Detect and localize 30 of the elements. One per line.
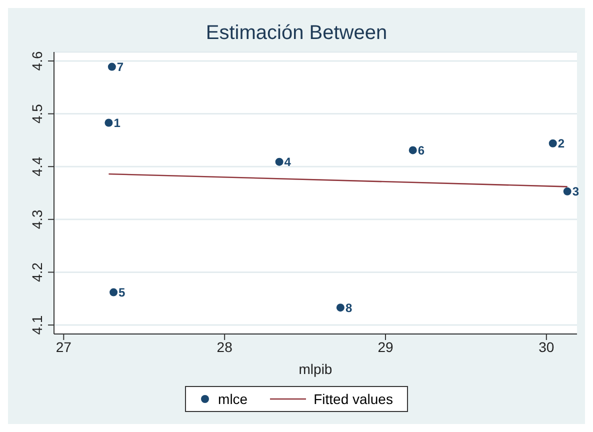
y-tick-label: 4.4 [29, 156, 45, 176]
x-tick-label: 30 [538, 338, 554, 355]
y-tick-label: 4.2 [29, 262, 45, 282]
annotation: 1 [114, 116, 121, 130]
annotation: 5 [118, 286, 126, 300]
point [108, 62, 116, 71]
point [104, 118, 113, 127]
annotation: 4 [284, 155, 292, 170]
annotation: 3 [572, 184, 580, 199]
x-tick-label: 27 [56, 338, 72, 355]
annotation: 6 [418, 143, 425, 158]
y-tick-label: 4.3 [29, 209, 45, 230]
point [110, 288, 118, 296]
y-tick-label: 4.6 [29, 51, 45, 71]
annotation: 2 [558, 136, 565, 151]
chart-title: Estimación Between [204, 21, 388, 46]
y-tick-label: 4.5 [29, 104, 45, 124]
annotation: 8 [345, 300, 352, 315]
point [548, 139, 557, 148]
point [275, 158, 284, 166]
point [563, 187, 572, 196]
point [408, 146, 417, 154]
x-tick-label: 29 [378, 338, 394, 355]
x-axis-title: mlpib [298, 361, 332, 377]
point [336, 304, 344, 312]
y-tick-label: 4.1 [29, 315, 45, 335]
x-tick-label: 28 [216, 338, 233, 355]
annotation: 7 [116, 60, 124, 74]
legend-label: Fitted values [314, 391, 393, 407]
legend-label: mlce [218, 391, 248, 407]
